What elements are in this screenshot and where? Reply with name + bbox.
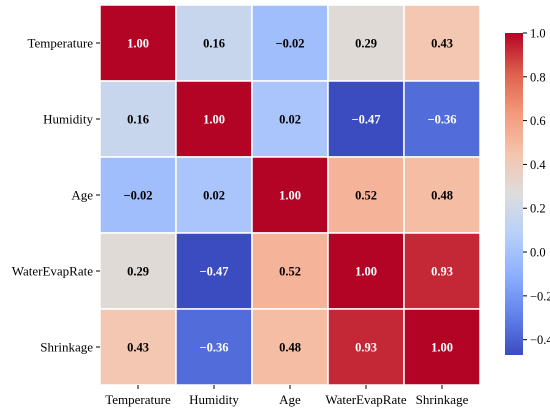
heatmap-cell [403,80,481,158]
heatmap-cell [251,4,329,82]
cell-value-label: 1.00 [127,37,149,51]
cell-value-label: 0.16 [203,37,225,51]
x-tick-label: WaterEvapRate [325,392,406,407]
colorbar-tick-label: 0.2 [530,202,546,216]
x-tick-label: Temperature [105,392,171,407]
cell-value-label: 0.48 [279,341,301,355]
cell-value-label: 0.93 [355,341,377,355]
y-tick-label: Shrinkage [40,340,93,355]
cell-value-label: 0.16 [127,113,149,127]
x-axis: Temperature Humidity Age WaterEvapRate Shrin… [105,385,469,407]
cell-value-label: 0.52 [279,265,301,279]
heatmap-cell [175,156,253,234]
heatmap-cell [403,232,481,310]
colorbar-tick-label: 0.4 [530,158,546,172]
colorbar: 1.0 0.8 0.6 0.4 0.2 0.0 −0.2 −0.4 [505,27,550,355]
heatmap-cell [251,308,329,386]
y-tick-label: Humidity [43,112,93,127]
cell-value-label: 0.43 [127,341,149,355]
heatmap-cell [175,308,253,386]
cell-value-label: 1.00 [279,189,301,203]
x-tick-label: Humidity [189,392,239,407]
cell-value-label: 0.52 [355,189,377,203]
colorbar-gradient [505,33,523,355]
heatmap-cell [175,232,253,310]
y-tick-label: Age [71,188,93,203]
cell-value-label: 0.93 [431,265,453,279]
cell-value-label: 0.02 [203,189,225,203]
colorbar-tick-label: 0.8 [530,70,546,84]
heatmap-cell [99,308,177,386]
heatmap-cell [327,232,405,310]
heatmap-cell [251,232,329,310]
cell-value-label: 0.48 [431,189,453,203]
colorbar-tick-label: −0.2 [530,289,550,303]
x-tick-label: Age [279,392,301,407]
colorbar-tick-label: 0.0 [530,246,546,260]
cell-value-label: 1.00 [203,113,225,127]
cell-value-label: −0.36 [428,113,457,127]
cell-annotations: 1.00 0.16 −0.02 0.29 0.43 0.16 1.00 0.02 −0.47 −0… [124,37,457,355]
cell-value-label: 0.29 [127,265,149,279]
heatmap-cells [99,4,481,386]
cell-value-label: −0.47 [352,113,381,127]
heatmap-cell [327,156,405,234]
cell-value-label: 0.43 [431,37,453,51]
heatmap-cell [251,80,329,158]
cell-value-label: −0.02 [124,189,153,203]
cell-value-label: 1.00 [355,265,377,279]
cell-value-label: 0.02 [279,113,301,127]
colorbar-tick-label: −0.4 [530,333,550,347]
y-tick-label: WaterEvapRate [12,264,93,279]
y-axis: Temperature Humidity Age WaterEvapRate Shrin… [12,36,100,355]
colorbar-tick-label: 0.6 [530,114,546,128]
heatmap-cell [175,4,253,82]
cell-value-label: 0.29 [355,37,377,51]
y-tick-label: Temperature [28,36,94,51]
cell-value-label: −0.47 [200,265,229,279]
cell-value-label: −0.36 [200,341,229,355]
cell-value-label: −0.02 [276,37,305,51]
x-tick-label: Shrinkage [416,392,469,407]
heatmap-cell [99,4,177,82]
cell-value-label: 1.00 [431,341,453,355]
colorbar-tick-label: 1.0 [530,27,546,41]
